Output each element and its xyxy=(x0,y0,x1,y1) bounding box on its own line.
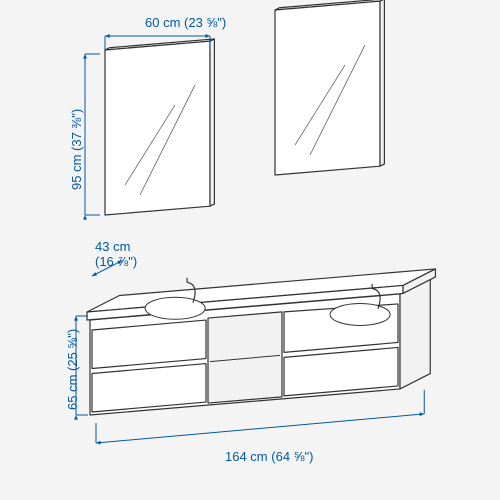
diagram-stage: 60 cm (23 ⅝") 95 cm (37 ⅜") 43 cm (16 ⅞"… xyxy=(0,0,500,500)
dim-unit-depth-in: (16 ⅞") xyxy=(95,255,137,269)
dim-unit-depth-cm: 43 cm xyxy=(95,240,130,254)
furniture-drawing xyxy=(0,0,500,500)
dim-mirror-height: 95 cm (37 ⅜") xyxy=(70,109,84,190)
dim-unit-height: 65 cm (25 ⅝") xyxy=(66,329,80,410)
dim-unit-width: 164 cm (64 ⅝") xyxy=(225,450,313,464)
dim-mirror-width: 60 cm (23 ⅝") xyxy=(145,16,226,30)
